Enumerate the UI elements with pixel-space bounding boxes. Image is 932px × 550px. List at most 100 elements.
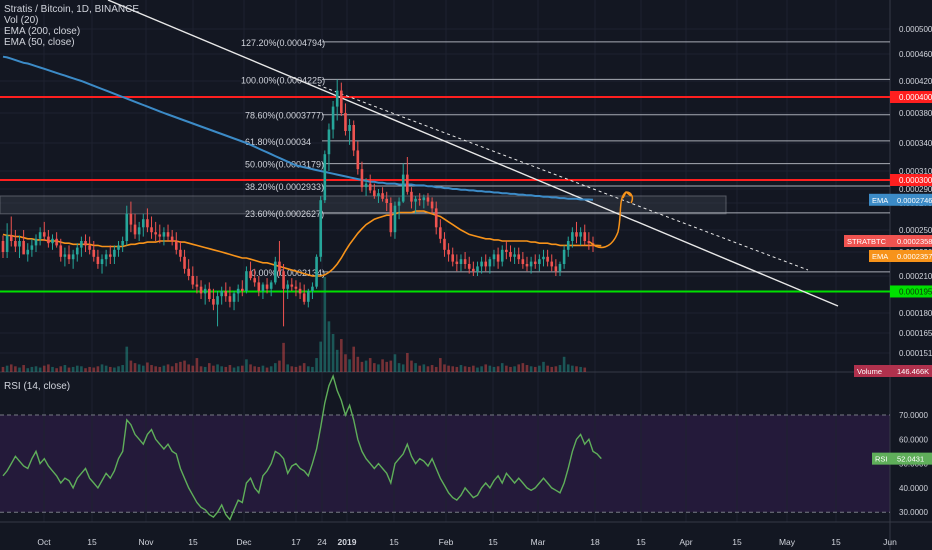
volume-bar	[302, 363, 306, 372]
candle-body	[393, 205, 397, 233]
price-tag-value-box	[890, 365, 932, 377]
candle-body	[216, 296, 219, 305]
candle-body	[88, 245, 91, 250]
volume-bar	[352, 346, 355, 372]
volume-bar	[113, 367, 116, 372]
candle-body	[228, 296, 232, 302]
candle-body	[517, 254, 521, 260]
candle-body	[117, 245, 120, 250]
time-tick-label: 15	[636, 537, 646, 547]
candle-body	[150, 227, 153, 233]
candle-body	[397, 201, 401, 206]
volume-bar	[249, 364, 252, 372]
candle-body	[298, 288, 302, 294]
candle-body	[480, 261, 483, 267]
price-tag-name-box	[869, 250, 890, 262]
time-tick-label: May	[779, 537, 796, 547]
candle-body	[47, 236, 50, 244]
volume-bar	[63, 365, 67, 372]
volume-bar	[542, 361, 545, 372]
volume-bar	[146, 362, 149, 372]
candle-body	[59, 245, 63, 257]
candle-body	[418, 198, 422, 201]
candle-body	[492, 254, 496, 260]
time-tick-label: 15	[389, 537, 399, 547]
volume-bar	[368, 358, 372, 372]
volume-bar	[232, 367, 236, 372]
candle-body	[381, 193, 384, 199]
candle-body	[513, 254, 516, 257]
volume-bar	[311, 366, 314, 372]
candle-body	[562, 249, 566, 264]
volume-bar	[562, 356, 566, 372]
volume-bar	[137, 364, 141, 372]
candle-body	[484, 261, 488, 267]
volume-bar	[51, 366, 54, 372]
volume-bar	[472, 365, 475, 372]
volume-bar	[286, 364, 289, 372]
volume-bar	[170, 366, 174, 372]
volume-bar	[282, 342, 285, 372]
candle-body	[410, 191, 413, 202]
volume-bar	[360, 361, 364, 372]
candle-body	[307, 290, 310, 302]
volume-bar	[340, 339, 343, 372]
candle-body	[174, 241, 178, 250]
fib-level-label: 61.80%(0.00034	[245, 137, 311, 147]
volume-bar	[18, 367, 21, 372]
volume-bar	[129, 360, 133, 372]
volume-bar	[356, 356, 360, 372]
rsi-tick-label: 70.0000	[899, 411, 928, 420]
candle-body	[550, 261, 554, 267]
key-level-tag	[890, 285, 932, 298]
volume-bar	[476, 367, 479, 372]
candle-body	[344, 113, 347, 131]
candle-body	[34, 238, 38, 246]
volume-bar	[385, 361, 389, 372]
candle-body	[451, 254, 455, 262]
candle-body	[554, 266, 558, 272]
candle-body	[129, 213, 133, 225]
volume-bar	[558, 365, 562, 372]
volume-bar	[430, 365, 434, 372]
candle-body	[38, 232, 42, 239]
candle-body	[133, 224, 137, 235]
candle-body	[241, 288, 244, 291]
volume-bar	[566, 364, 570, 372]
volume-bar	[265, 367, 269, 372]
volume-bar	[389, 360, 393, 372]
candle-body	[100, 259, 104, 264]
volume-bar	[133, 363, 137, 372]
legend-ema200: EMA (200, close)	[4, 26, 81, 37]
volume-bar	[550, 366, 554, 372]
candle-body	[311, 286, 314, 291]
volume-bar	[14, 366, 17, 372]
volume-bar	[92, 367, 96, 372]
volume-bar	[455, 366, 459, 372]
candle-body	[319, 200, 322, 257]
volume-bar	[401, 364, 405, 372]
candle-body	[9, 235, 13, 241]
volume-bar	[261, 365, 265, 372]
candle-body	[14, 241, 17, 247]
volume-bar	[315, 358, 318, 372]
candle-body	[533, 261, 537, 264]
volume-bar	[195, 358, 199, 372]
price-tag-value: 0.0002358	[897, 237, 932, 246]
candle-body	[236, 288, 240, 294]
price-tag-name-box	[854, 365, 890, 377]
volume-bar	[538, 365, 541, 372]
fib-level-label: 78.60%(0.0003777)	[245, 111, 324, 121]
fib-level-label: 38.20%(0.0002933)	[245, 182, 324, 192]
price-tag-name: STRATBTC	[847, 237, 887, 246]
fib-level-label: 50.00%(0.0003179)	[245, 160, 324, 170]
volume-bar	[327, 321, 331, 372]
price-tag-value-box	[890, 193, 932, 206]
volume-bar	[459, 365, 463, 372]
